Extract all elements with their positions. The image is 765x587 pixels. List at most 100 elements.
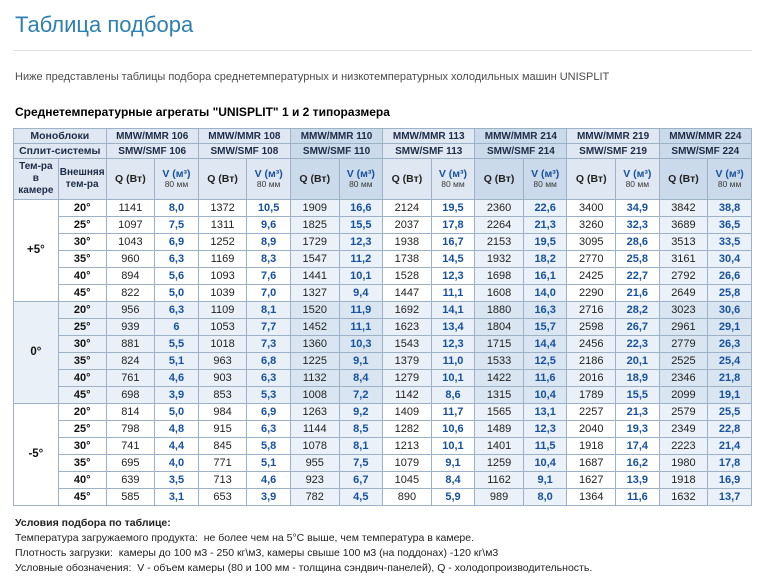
q-value: 1097 (105, 216, 156, 234)
v-value: 12,3 (430, 267, 476, 285)
q-header: Q (Вт) (658, 158, 709, 200)
v-value: 19,5 (522, 233, 568, 251)
q-value: 1053 (197, 318, 248, 336)
v-value: 6,9 (246, 403, 291, 421)
v-value: 4,4 (154, 437, 199, 455)
q-value: 814 (105, 403, 156, 421)
q-value: 698 (105, 386, 156, 404)
q-value: 1627 (566, 471, 617, 489)
q-value: 1489 (474, 420, 524, 438)
q-value: 1520 (289, 301, 340, 319)
q-value: 1078 (289, 437, 340, 455)
q-value: 771 (197, 454, 248, 472)
v-header: V (м³) 80 мм (430, 158, 476, 200)
v-value: 8,9 (246, 233, 291, 251)
selection-table: Моноблоки MMW/MMR 106 MMW/MMR 108 MMW/MMR 1… (13, 128, 753, 506)
external-temp-cell: 45° (57, 488, 107, 506)
q-value: 845 (197, 437, 248, 455)
v-value: 14,5 (430, 250, 476, 268)
v-value: 36,5 (707, 216, 752, 234)
v-value: 34,9 (615, 199, 660, 217)
v-value: 26,6 (707, 267, 752, 285)
q-value: 2649 (658, 284, 709, 302)
q-value: 984 (197, 403, 248, 421)
q-value: 1282 (382, 420, 432, 438)
q-value: 1225 (289, 352, 340, 370)
v-value: 19,5 (430, 199, 476, 217)
v-value: 6,3 (246, 369, 291, 387)
q-value: 1698 (474, 267, 524, 285)
v-value: 21,6 (615, 284, 660, 302)
q-value: 1263 (289, 403, 340, 421)
v-value: 32,3 (615, 216, 660, 234)
q-value: 1018 (197, 335, 248, 353)
v-value: 7,2 (338, 386, 384, 404)
v-value: 14,1 (430, 301, 476, 319)
q-header: Q (Вт) (289, 158, 340, 200)
q-value: 1109 (197, 301, 248, 319)
v-value: 3,9 (246, 488, 291, 506)
v-value: 5,0 (154, 284, 199, 302)
v-value: 12,3 (430, 335, 476, 353)
q-value: 1909 (289, 199, 340, 217)
q-value: 1422 (474, 369, 524, 387)
q-value: 1543 (382, 335, 432, 353)
condition-line: Плотность загрузки: камеры до 100 м3 - 2… (15, 547, 499, 559)
v-value: 5,8 (246, 437, 291, 455)
q-value: 1980 (658, 454, 709, 472)
q-value: 1715 (474, 335, 524, 353)
q-value: 3023 (658, 301, 709, 319)
section-heading: Среднетемпературные агрегаты "UNISPLIT" … (15, 105, 390, 119)
v-value: 13,7 (707, 488, 752, 506)
v-value: 10,5 (246, 199, 291, 217)
v-value: 17,8 (707, 454, 752, 472)
q-value: 890 (382, 488, 432, 506)
q-value: 3513 (658, 233, 709, 251)
v-value: 29,1 (707, 318, 752, 336)
v-value: 25,8 (615, 250, 660, 268)
q-value: 2456 (566, 335, 617, 353)
v-value: 4,5 (338, 488, 384, 506)
v-value: 9,1 (338, 352, 384, 370)
v-header: V (м³) 80 мм (154, 158, 199, 200)
q-value: 1547 (289, 250, 340, 268)
q-value: 2349 (658, 420, 709, 438)
v-value: 6,3 (246, 420, 291, 438)
v-value: 14,0 (522, 284, 568, 302)
camera-temp-cell: 0° (13, 301, 59, 404)
monoblock-model-header: MMW/MMR 214 (474, 128, 568, 144)
q-value: 881 (105, 335, 156, 353)
q-value: 1141 (105, 199, 156, 217)
v-value: 10,3 (338, 335, 384, 353)
q-value: 1938 (382, 233, 432, 251)
monoblock-model-header: MMW/MMR 113 (382, 128, 476, 144)
q-value: 2040 (566, 420, 617, 438)
split-model-header: SMW/SMF 224 (658, 143, 753, 159)
external-temp-cell: 40° (57, 471, 107, 489)
v-value: 9,1 (522, 471, 568, 489)
v-value: 11,1 (430, 284, 476, 302)
external-temp-cell: 35° (57, 250, 107, 268)
v-value: 8,4 (430, 471, 476, 489)
q-value: 1441 (289, 267, 340, 285)
q-value: 653 (197, 488, 248, 506)
v-value: 11,6 (522, 369, 568, 387)
v-value: 5,3 (246, 386, 291, 404)
q-header: Q (Вт) (474, 158, 524, 200)
q-value: 2346 (658, 369, 709, 387)
conditions-lines: Температура загружаемого продукта: не бо… (15, 531, 752, 576)
q-value: 903 (197, 369, 248, 387)
q-value: 1804 (474, 318, 524, 336)
v-value: 25,4 (707, 352, 752, 370)
external-temp-cell: 40° (57, 267, 107, 285)
v-value: 14,4 (522, 335, 568, 353)
v-value: 17,4 (615, 437, 660, 455)
v-value: 8,1 (246, 301, 291, 319)
v-value: 10,1 (430, 369, 476, 387)
q-value: 1409 (382, 403, 432, 421)
q-value: 2525 (658, 352, 709, 370)
external-temp-cell: 25° (57, 420, 107, 438)
q-value: 1364 (566, 488, 617, 506)
q-value: 1327 (289, 284, 340, 302)
condition-line: Условные обозначения: V - объем камеры (… (15, 562, 593, 574)
